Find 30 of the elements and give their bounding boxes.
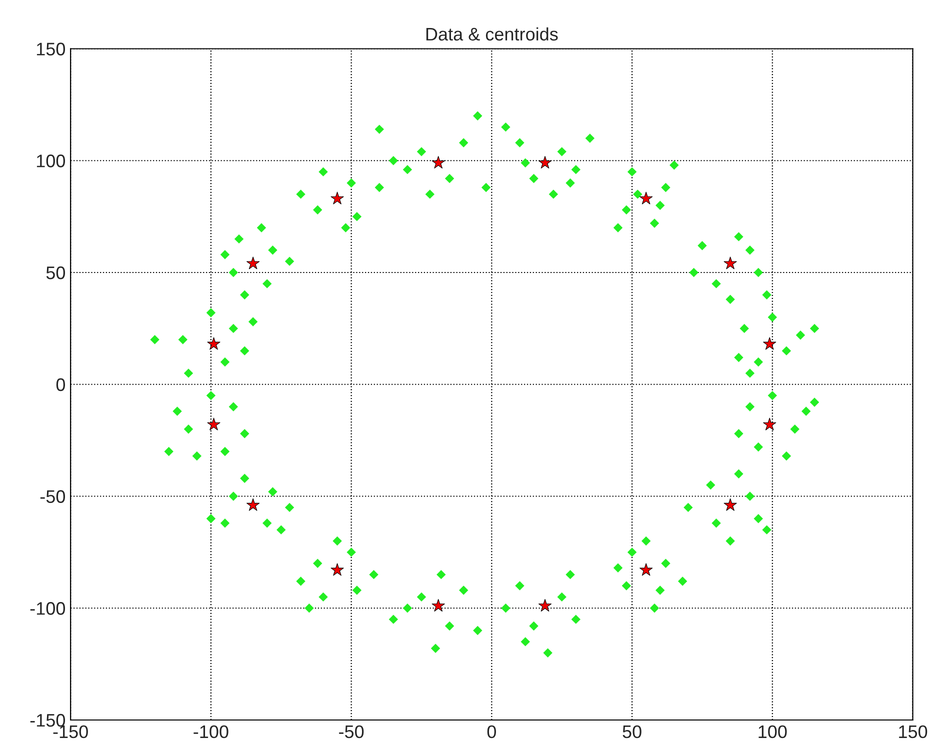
y-tick-label: -150 <box>30 714 66 727</box>
y-tick-label: 150 <box>36 42 66 56</box>
point <box>330 563 344 576</box>
point <box>763 418 776 430</box>
point <box>207 418 220 430</box>
point <box>724 498 737 511</box>
y-tick-label: 0 <box>56 378 66 392</box>
point <box>640 192 653 204</box>
chart-title: Data & centroids <box>426 27 558 41</box>
point <box>538 599 552 612</box>
y-tick-label: 50 <box>46 266 66 280</box>
point <box>432 599 445 612</box>
x-tick-label: -50 <box>339 725 364 738</box>
x-tick-label: 100 <box>758 725 787 738</box>
point <box>207 337 220 350</box>
point <box>432 156 445 168</box>
point <box>640 563 653 576</box>
point <box>538 156 552 168</box>
x-tick-label: 0 <box>487 725 496 738</box>
point <box>246 256 260 270</box>
y-tick-label: -50 <box>40 490 66 503</box>
y-tick-label: 100 <box>36 154 66 168</box>
x-tick-label: 150 <box>899 725 928 738</box>
x-tick-label: -100 <box>194 725 228 738</box>
point <box>330 192 344 204</box>
x-tick-label: 50 <box>622 725 642 738</box>
point <box>724 256 737 270</box>
point <box>246 498 260 511</box>
y-tick-label: -100 <box>30 602 66 615</box>
point <box>763 337 776 350</box>
